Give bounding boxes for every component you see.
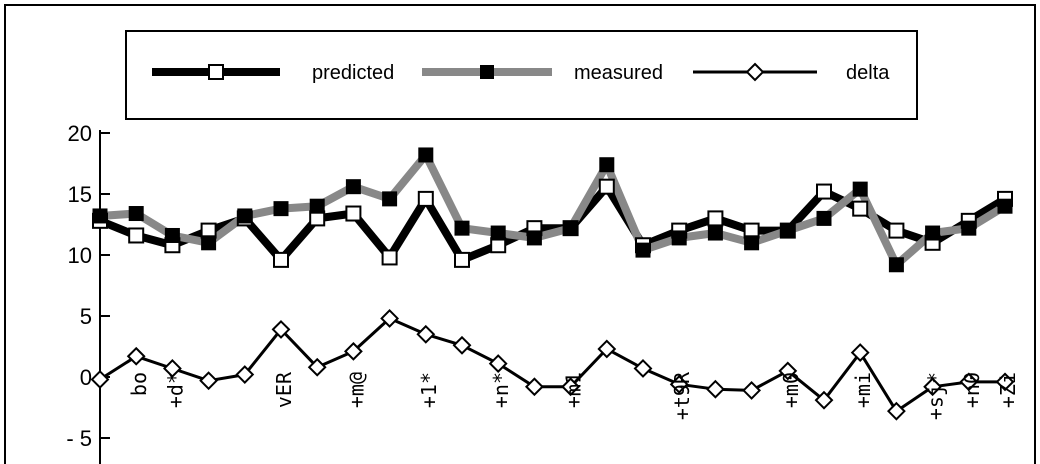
- x-tick-label: +1*: [417, 372, 441, 408]
- x-ticks: bo +d* vER +m@ +1* +n* +m1 +t9R +m0 +mi +sj* +n0 +Zi: [127, 371, 1020, 420]
- predicted-point: [816, 183, 832, 200]
- measured-point: [490, 225, 506, 241]
- measured-point: [707, 225, 723, 241]
- predicted-point: [852, 200, 869, 217]
- x-tick-label: +sj*: [924, 372, 948, 420]
- x-tick-label: +m@: [344, 372, 368, 408]
- delta-point: [307, 357, 327, 377]
- predicted-point: [381, 249, 398, 266]
- measured-point: [635, 242, 651, 258]
- measured-point: [237, 208, 253, 224]
- delta-point: [995, 372, 1015, 392]
- y-tick-label: 15: [68, 182, 92, 207]
- x-tick-label: +n0: [960, 372, 984, 408]
- delta-point: [199, 371, 219, 391]
- measured-point: [599, 157, 615, 173]
- delta-point: [343, 341, 363, 361]
- x-tick-label: +m0: [779, 372, 803, 408]
- delta-point: [561, 377, 581, 397]
- x-tick-label: +n*: [489, 372, 513, 408]
- measured-point: [997, 198, 1013, 214]
- measured-point: [164, 227, 180, 243]
- y-tick-label: 20: [68, 121, 92, 146]
- predicted-point: [345, 205, 362, 222]
- delta-point: [416, 324, 436, 344]
- delta-point: [271, 320, 291, 339]
- y-tick-label: 10: [68, 243, 92, 268]
- legend-label-measured: measured: [574, 62, 663, 84]
- y-ticks: 20 15 10 5 0 - 5: [66, 121, 110, 451]
- legend-marker-predicted: [208, 64, 224, 80]
- x-tick-label: bo: [127, 372, 151, 396]
- legend-label-delta: delta: [846, 62, 890, 84]
- measured-point: [563, 220, 579, 236]
- predicted-point: [417, 190, 434, 207]
- series-layer: [90, 147, 1015, 421]
- measured-point: [852, 181, 868, 197]
- delta-point: [705, 379, 725, 399]
- delta-point: [380, 309, 400, 328]
- measured-point: [345, 179, 361, 195]
- series-line-delta: [99, 316, 1005, 413]
- predicted-point: [888, 222, 905, 239]
- measured-point: [418, 147, 434, 163]
- delta-point: [886, 401, 906, 421]
- measured-point: [671, 230, 687, 246]
- delta-point: [597, 339, 617, 359]
- delta-point: [162, 359, 182, 378]
- delta-point: [742, 381, 762, 400]
- measured-point: [454, 220, 470, 236]
- predicted-point: [273, 251, 289, 268]
- measured-point: [309, 198, 325, 214]
- measured-point: [961, 220, 977, 236]
- y-tick-label: 0: [80, 365, 92, 390]
- x-tick-label: +d*: [163, 372, 187, 408]
- measured-point: [382, 191, 398, 207]
- predicted-point: [128, 227, 145, 244]
- x-tick-label: vER: [272, 371, 296, 408]
- measured-point: [925, 225, 941, 241]
- legend-marker-measured: [480, 65, 494, 79]
- x-tick-label: +t9R: [670, 371, 694, 420]
- delta-point: [488, 354, 508, 373]
- measured-point: [744, 235, 760, 251]
- delta-point: [235, 365, 255, 384]
- predicted-point: [707, 210, 724, 227]
- predicted-point: [454, 251, 470, 268]
- x-tick-label: +m1: [562, 372, 586, 408]
- measured-point: [201, 235, 217, 251]
- x-tick-label: +mi: [851, 372, 875, 408]
- delta-point: [814, 390, 834, 410]
- legend: predicted measured delta: [125, 30, 918, 120]
- measured-point: [780, 223, 796, 239]
- delta-point: [90, 370, 110, 389]
- measured-point: [526, 230, 542, 246]
- delta-point: [923, 377, 943, 397]
- measured-point: [128, 206, 144, 222]
- delta-point: [850, 343, 870, 363]
- delta-point: [669, 374, 689, 394]
- delta-point: [126, 346, 146, 366]
- y-tick-label: - 5: [66, 426, 92, 451]
- y-tick-label: 5: [80, 304, 92, 329]
- delta-point: [633, 359, 653, 378]
- legend-label-predicted: predicted: [312, 62, 394, 84]
- measured-point: [273, 201, 289, 217]
- delta-point: [452, 335, 472, 355]
- delta-point: [524, 377, 544, 397]
- delta-point: [778, 361, 798, 381]
- measured-point: [816, 210, 832, 226]
- legend-marker-delta: [745, 62, 765, 82]
- predicted-point: [598, 178, 615, 195]
- measured-point: [888, 257, 904, 273]
- x-tick-label: +Zi: [996, 372, 1020, 408]
- measured-point: [92, 208, 108, 224]
- delta-point: [959, 372, 979, 392]
